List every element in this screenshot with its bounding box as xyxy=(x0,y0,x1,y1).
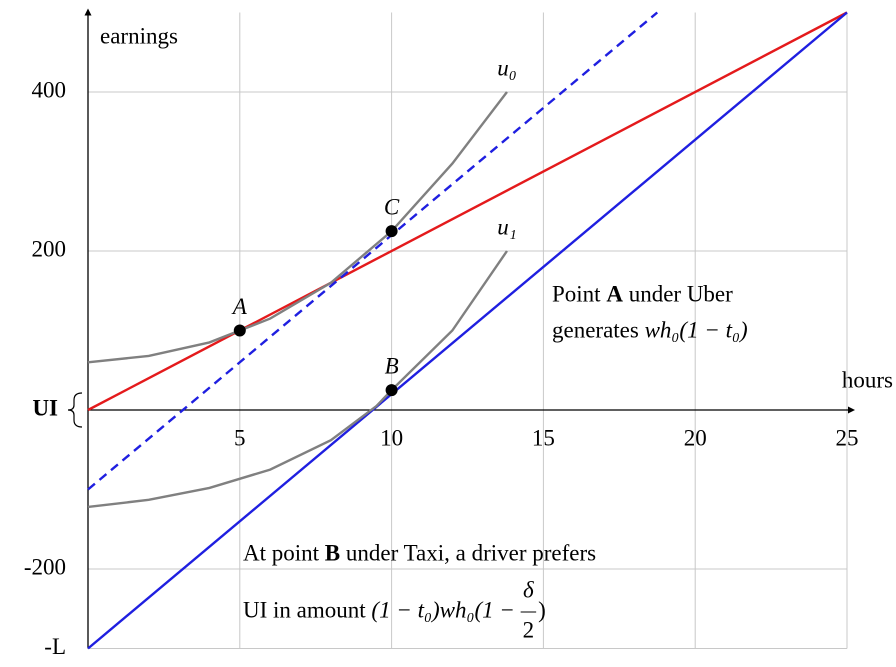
annotation-text: Point xyxy=(552,281,606,306)
x-axis-label: hours xyxy=(842,367,893,392)
y-tick-label: 200 xyxy=(32,236,67,261)
annotation-text: (1 − t₀)wh₀(1 − xyxy=(371,597,520,622)
x-axis-arrow xyxy=(848,406,855,414)
series-line xyxy=(87,11,848,650)
series-line xyxy=(87,91,508,364)
annotation-text: ) xyxy=(538,597,546,622)
y-tick-label: -L xyxy=(44,634,66,659)
annotation-text: generates xyxy=(552,317,645,342)
y-tick-label: 400 xyxy=(32,77,67,102)
point xyxy=(385,225,398,238)
annotation-text: under Uber xyxy=(623,281,733,306)
point xyxy=(385,384,398,397)
annotation-text: A xyxy=(606,281,623,306)
series-line xyxy=(87,11,659,491)
curve-label: u₁ xyxy=(497,214,517,239)
curve-label: u₀ xyxy=(497,55,517,80)
annotation-text: B xyxy=(325,540,340,565)
point-label: C xyxy=(384,194,400,219)
y-axis-label: earnings xyxy=(100,23,178,48)
brace-label: UI xyxy=(32,395,58,420)
x-tick-label: 10 xyxy=(380,425,403,450)
point xyxy=(233,324,246,337)
x-tick-label: 15 xyxy=(532,425,555,450)
x-tick-label: 5 xyxy=(234,425,246,450)
annotation-text: UI in amount xyxy=(243,597,371,622)
fraction-denominator: 2 xyxy=(523,617,535,642)
x-tick-label: 20 xyxy=(684,425,707,450)
x-tick-label: 25 xyxy=(836,425,859,450)
annotation-text: under Taxi, a driver prefers xyxy=(340,540,596,565)
point-label: B xyxy=(385,353,399,378)
series-line xyxy=(87,250,508,509)
y-axis-arrow xyxy=(84,8,92,16)
fraction-numerator: δ xyxy=(523,577,534,602)
annotation-text: wh₀(1 − t₀) xyxy=(645,317,748,342)
brace xyxy=(67,392,83,428)
series-line xyxy=(87,11,848,412)
annotation-text: At point xyxy=(243,540,325,565)
y-tick-label: -200 xyxy=(24,554,66,579)
point-label: A xyxy=(231,294,248,319)
